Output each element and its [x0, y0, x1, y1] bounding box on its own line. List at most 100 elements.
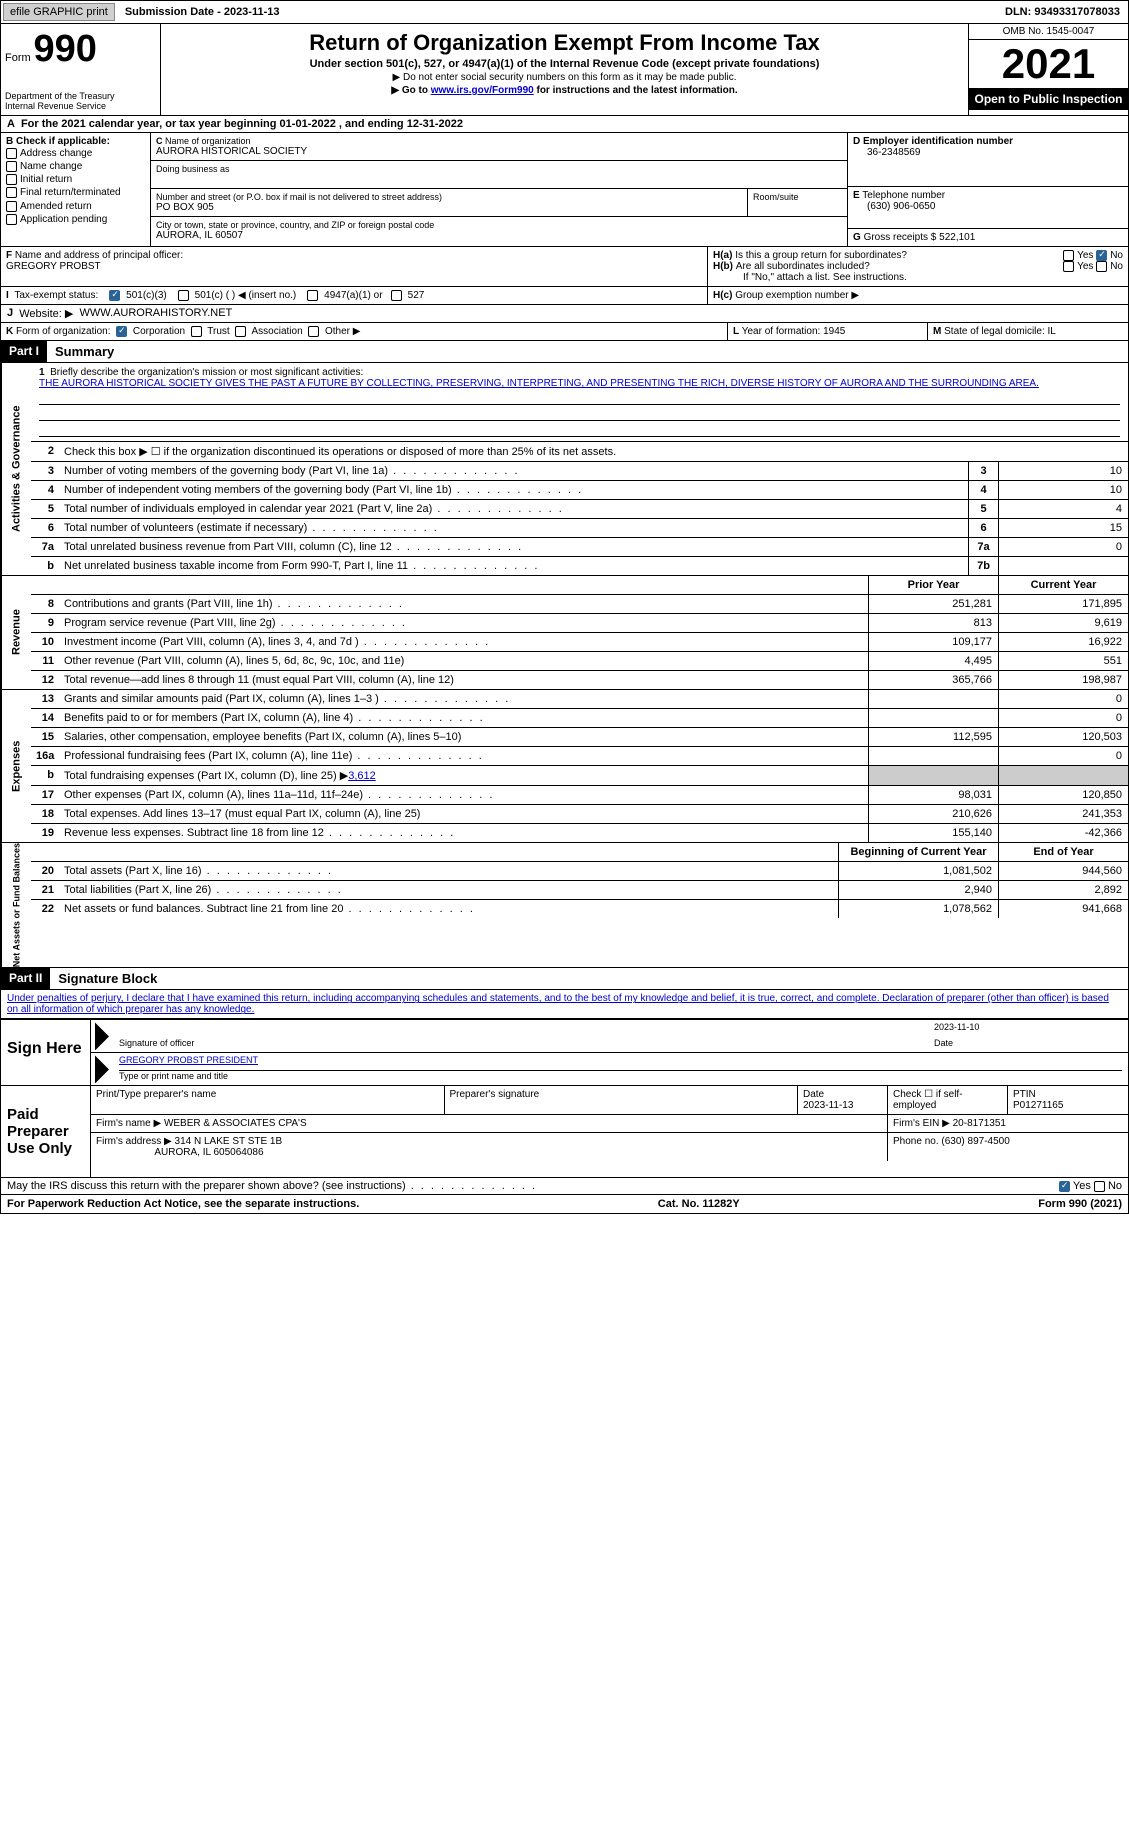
checkbox-amended[interactable]: Amended return	[6, 200, 145, 213]
discuss-row: May the IRS discuss this return with the…	[0, 1178, 1129, 1195]
discuss-yes[interactable]	[1059, 1181, 1070, 1192]
j-label: Website: ▶	[19, 307, 73, 320]
c-12: 198,987	[998, 671, 1128, 689]
type-label: Type or print name and title	[119, 1071, 228, 1081]
p-9: 813	[868, 614, 998, 632]
ha-yes[interactable]	[1063, 250, 1074, 261]
officer: GREGORY PROBST	[6, 261, 101, 272]
firm-addr-label: Firm's address ▶	[96, 1136, 172, 1147]
f-label: Name and address of principal officer:	[15, 250, 183, 261]
p-18: 210,626	[868, 805, 998, 823]
dln: DLN: 93493317078033	[997, 4, 1128, 20]
hc-label: Group exemption number ▶	[735, 290, 859, 301]
c-name-label: Name of organization	[165, 136, 251, 146]
ha-no[interactable]	[1096, 250, 1107, 261]
part2-title: Signature Block	[50, 968, 165, 989]
k-trust[interactable]	[191, 326, 202, 337]
c-16b-grey	[998, 766, 1128, 785]
netassets-block: Net Assets or Fund Balances Beginning of…	[0, 843, 1129, 968]
part1-tag: Part I	[1, 341, 47, 362]
checkbox-final[interactable]: Final return/terminated	[6, 186, 145, 199]
checkbox-pending[interactable]: Application pending	[6, 213, 145, 226]
k-corp[interactable]	[116, 326, 127, 337]
checkbox-address[interactable]: Address change	[6, 147, 145, 160]
row-fh: F Name and address of principal officer:…	[0, 247, 1129, 287]
k-other[interactable]	[308, 326, 319, 337]
ein: 36-2348569	[853, 147, 1123, 158]
mission-text[interactable]: THE AURORA HISTORICAL SOCIETY GIVES THE …	[39, 378, 1039, 389]
phone-label: Telephone number	[862, 190, 945, 201]
p-11: 4,495	[868, 652, 998, 670]
line-16b: Total fundraising expenses (Part IX, col…	[64, 770, 348, 782]
p-16b-grey	[868, 766, 998, 785]
i-527[interactable]	[391, 290, 402, 301]
irs-link[interactable]: www.irs.gov/Form990	[431, 85, 534, 96]
street: PO BOX 905	[156, 202, 742, 213]
row-a: AFor the 2021 calendar year, or tax year…	[0, 116, 1129, 133]
line-21: Total liabilities (Part X, line 26)	[59, 881, 838, 899]
foot-right: Form 990 (2021)	[1038, 1198, 1122, 1210]
p-12: 365,766	[868, 671, 998, 689]
dept-label: Department of the Treasury	[5, 91, 156, 101]
side-netassets: Net Assets or Fund Balances	[1, 843, 31, 967]
arrow-icon-2	[95, 1055, 109, 1083]
row-j: J Website: ▶ WWW.AURORAHISTORY.NET	[0, 305, 1129, 323]
firm-name-label: Firm's name ▶	[96, 1118, 161, 1129]
val-6: 15	[998, 519, 1128, 537]
firm-ein-label: Firm's EIN ▶	[893, 1118, 950, 1129]
tax-year: 2021	[969, 40, 1128, 88]
org-name: AURORA HISTORICAL SOCIETY	[156, 146, 842, 157]
hb-yes[interactable]	[1063, 261, 1074, 272]
side-expenses: Expenses	[1, 690, 31, 842]
c-16a: 0	[998, 747, 1128, 765]
side-activities: Activities & Governance	[1, 363, 31, 575]
foot-mid: Cat. No. 11282Y	[658, 1198, 740, 1210]
efile-button[interactable]: efile GRAPHIC print	[3, 3, 115, 21]
m-label: State of legal domicile:	[944, 326, 1045, 337]
paid-block: Paid Preparer Use Only Print/Type prepar…	[0, 1086, 1129, 1178]
part1-header: Part I Summary	[0, 341, 1129, 363]
i-501c[interactable]	[178, 290, 189, 301]
h-note: If "No," attach a list. See instructions…	[713, 272, 1123, 283]
i-4947[interactable]	[307, 290, 318, 301]
l-label: Year of formation:	[742, 326, 821, 337]
revenue-block: Revenue Prior YearCurrent Year 8Contribu…	[0, 576, 1129, 690]
val-16b: 3,612	[348, 770, 376, 782]
line-12: Total revenue—add lines 8 through 11 (mu…	[59, 671, 868, 689]
part2-header: Part II Signature Block	[0, 968, 1129, 990]
p-17: 98,031	[868, 786, 998, 804]
subtitle-2: ▶ Do not enter social security numbers o…	[167, 72, 962, 83]
goto-pre: ▶ Go to	[391, 85, 430, 96]
c-10: 16,922	[998, 633, 1128, 651]
sign-block: Sign Here Signature of officer 2023-11-1…	[0, 1019, 1129, 1086]
c-18: 241,353	[998, 805, 1128, 823]
form-title: Return of Organization Exempt From Incom…	[167, 30, 962, 56]
checkbox-initial[interactable]: Initial return	[6, 173, 145, 186]
line-19: Revenue less expenses. Subtract line 18 …	[59, 824, 868, 842]
city-label: City or town, state or province, country…	[156, 220, 842, 230]
ptin-label: PTIN	[1013, 1089, 1036, 1100]
activities-block: Activities & Governance 1 Briefly descri…	[0, 363, 1129, 576]
checkbox-name[interactable]: Name change	[6, 160, 145, 173]
gross-label: Gross receipts $	[864, 232, 937, 243]
prep-date-label: Date	[803, 1089, 824, 1100]
firm-name: WEBER & ASSOCIATES CPA'S	[164, 1118, 307, 1129]
i-501c3[interactable]	[109, 290, 120, 301]
line-4: Number of independent voting members of …	[59, 481, 968, 499]
irs-label: Internal Revenue Service	[5, 101, 156, 111]
sig-date-label: Date	[934, 1038, 953, 1048]
discuss-no[interactable]	[1094, 1181, 1105, 1192]
l-val: 1945	[823, 326, 845, 337]
hdr-current: Current Year	[998, 576, 1128, 594]
submission-date: Submission Date - 2023-11-13	[117, 4, 288, 20]
form-number: 990	[33, 28, 96, 70]
p-14	[868, 709, 998, 727]
firm-addr1: 314 N LAKE ST STE 1B	[175, 1136, 283, 1147]
p-8: 251,281	[868, 595, 998, 613]
row-klm: K Form of organization: Corporation Trus…	[0, 323, 1129, 341]
k-assoc[interactable]	[235, 326, 246, 337]
hb-no[interactable]	[1096, 261, 1107, 272]
line-2: Check this box ▶ ☐ if the organization d…	[59, 442, 1128, 461]
val-4: 10	[998, 481, 1128, 499]
firm-addr2: AURORA, IL 605064086	[154, 1147, 263, 1158]
